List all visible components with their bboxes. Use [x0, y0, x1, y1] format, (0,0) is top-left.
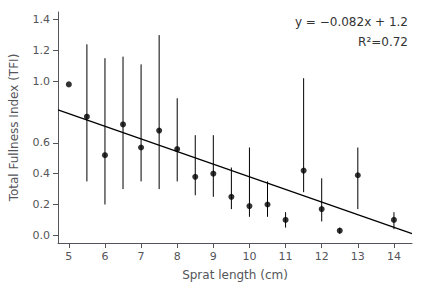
svg-text:10: 10	[242, 250, 256, 263]
svg-text:0.2: 0.2	[33, 198, 51, 211]
svg-text:1.2: 1.2	[33, 44, 51, 57]
svg-text:12: 12	[315, 250, 329, 263]
svg-text:0.6: 0.6	[33, 136, 51, 149]
svg-text:y = −0.082x + 1.2: y = −0.082x + 1.2	[295, 15, 408, 29]
svg-text:13: 13	[351, 250, 365, 263]
svg-text:11: 11	[279, 250, 293, 263]
svg-text:6: 6	[101, 250, 108, 263]
svg-text:Total Fullness Index (TFI): Total Fullness Index (TFI)	[7, 54, 21, 203]
svg-text:R²=0.72: R²=0.72	[358, 35, 408, 49]
svg-text:0.4: 0.4	[33, 167, 51, 180]
svg-text:7: 7	[138, 250, 145, 263]
svg-text:1.4: 1.4	[33, 13, 51, 26]
svg-text:9: 9	[210, 250, 217, 263]
svg-text:5: 5	[65, 250, 72, 263]
svg-text:8: 8	[174, 250, 181, 263]
svg-text:14: 14	[387, 250, 401, 263]
svg-text:0.0: 0.0	[33, 229, 51, 242]
svg-text:1.0: 1.0	[33, 75, 51, 88]
svg-text:Sprat length (cm): Sprat length (cm)	[182, 268, 288, 282]
